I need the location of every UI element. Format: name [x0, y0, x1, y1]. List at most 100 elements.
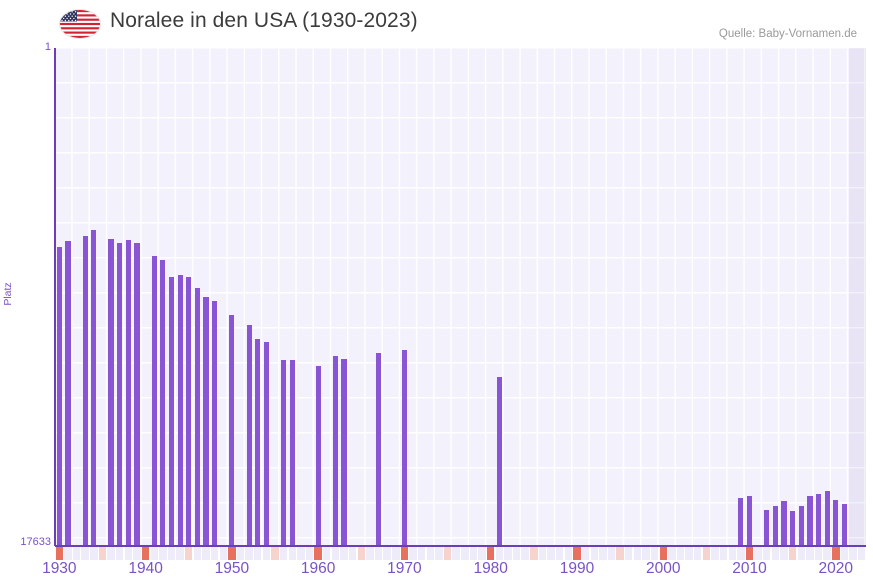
x-tick-cell: [124, 547, 133, 560]
x-tick-cell: [193, 547, 202, 560]
x-tick-cell: [840, 547, 849, 560]
x-tick-cell: [72, 547, 81, 560]
x-tick-cell: [374, 547, 383, 560]
bar[interactable]: [401, 350, 407, 546]
chart-header: Noralee in den USA (1930-2023) Quelle: B…: [0, 0, 873, 48]
x-tick-cell: [814, 547, 823, 560]
x-tick-cell: [823, 547, 831, 560]
bar[interactable]: [746, 495, 753, 546]
plot-area: [55, 48, 866, 546]
x-axis-labels: 1930 1940 1950 1960 1970 1980 1990 2000 2010 2020: [0, 560, 873, 587]
x-tick-cell: [694, 547, 702, 560]
x-tick-cell: [780, 547, 788, 560]
x-tick-cell: [512, 547, 521, 560]
x-tick-cell: [392, 547, 400, 560]
x-axis-tick-label: 1950: [214, 560, 250, 577]
x-tick-cell: [504, 547, 512, 560]
x-tick-cell: [383, 547, 391, 560]
x-tick-cell: [400, 547, 409, 560]
x-tick-cell: [737, 547, 745, 560]
bar[interactable]: [764, 509, 770, 546]
x-tick-cell: [288, 547, 296, 560]
bar[interactable]: [255, 338, 261, 546]
x-tick-cell: [417, 547, 426, 560]
bar[interactable]: [91, 230, 97, 546]
x-axis-tick-band: [55, 547, 866, 560]
bar[interactable]: [65, 241, 71, 546]
x-tick-cell: [469, 547, 478, 560]
x-tick-cell: [254, 547, 262, 560]
bar[interactable]: [168, 276, 175, 546]
x-tick-cell: [81, 547, 89, 560]
bar[interactable]: [841, 504, 847, 546]
x-tick-cell: [788, 547, 797, 560]
chart-title: Noralee in den USA (1930-2023): [110, 9, 418, 32]
bar[interactable]: [790, 511, 796, 546]
x-tick-cell: [745, 547, 754, 560]
x-axis-tick-label: 1960: [300, 560, 336, 577]
bar[interactable]: [56, 247, 62, 546]
bar[interactable]: [798, 505, 804, 546]
bar[interactable]: [341, 358, 347, 546]
bar[interactable]: [177, 275, 183, 546]
bar[interactable]: [117, 242, 123, 546]
x-tick-cell: [478, 547, 486, 560]
x-tick-cell: [426, 547, 434, 560]
bar[interactable]: [315, 365, 321, 546]
x-axis-tick-label: 1990: [559, 560, 595, 577]
bar[interactable]: [108, 238, 114, 546]
x-tick-cell: [323, 547, 331, 560]
bar[interactable]: [160, 259, 166, 546]
x-tick-cell: [279, 547, 288, 560]
bar[interactable]: [134, 242, 140, 546]
bar[interactable]: [772, 505, 778, 546]
bar[interactable]: [833, 499, 839, 546]
x-tick-cell: [806, 547, 814, 560]
x-tick-cell: [409, 547, 417, 560]
x-tick-cell: [668, 547, 676, 560]
bar[interactable]: [125, 240, 131, 546]
x-tick-cell: [150, 547, 158, 560]
x-tick-cell: [857, 547, 866, 560]
x-tick-cell: [547, 547, 555, 560]
bar[interactable]: [151, 255, 157, 546]
bar[interactable]: [203, 296, 209, 546]
x-tick-cell: [219, 547, 227, 560]
bar[interactable]: [194, 288, 200, 546]
bar[interactable]: [246, 324, 252, 546]
bar[interactable]: [281, 360, 287, 546]
x-tick-cell: [556, 547, 564, 560]
bar[interactable]: [807, 495, 813, 546]
x-tick-cell: [357, 547, 365, 560]
x-tick-cell: [228, 547, 236, 560]
bar[interactable]: [781, 501, 787, 546]
bar[interactable]: [212, 300, 218, 546]
x-axis-tick-label: 2010: [732, 560, 767, 577]
bar[interactable]: [229, 314, 235, 546]
x-tick-cell: [202, 547, 210, 560]
bar[interactable]: [82, 235, 88, 546]
bar[interactable]: [263, 341, 269, 546]
forecast-shaded-region: [848, 48, 866, 546]
x-tick-cell: [452, 547, 460, 560]
bar[interactable]: [496, 377, 502, 546]
x-tick-cell: [176, 547, 184, 560]
x-tick-cell: [642, 547, 650, 560]
x-tick-cell: [115, 547, 124, 560]
bar[interactable]: [186, 276, 192, 546]
x-tick-cell: [754, 547, 762, 560]
x-tick-cell: [849, 547, 857, 560]
bar[interactable]: [738, 498, 744, 546]
x-axis-tick-label: 1930: [42, 560, 77, 577]
bar[interactable]: [375, 353, 382, 546]
bar[interactable]: [332, 355, 338, 546]
x-tick-cell: [435, 547, 443, 560]
bar[interactable]: [815, 494, 822, 546]
x-axis-tick-label: 1980: [473, 560, 508, 577]
x-tick-cell: [297, 547, 305, 560]
bar[interactable]: [824, 491, 830, 546]
x-tick-cell: [711, 547, 719, 560]
x-tick-cell: [797, 547, 805, 560]
x-tick-cell: [141, 547, 150, 560]
bar[interactable]: [289, 360, 295, 546]
